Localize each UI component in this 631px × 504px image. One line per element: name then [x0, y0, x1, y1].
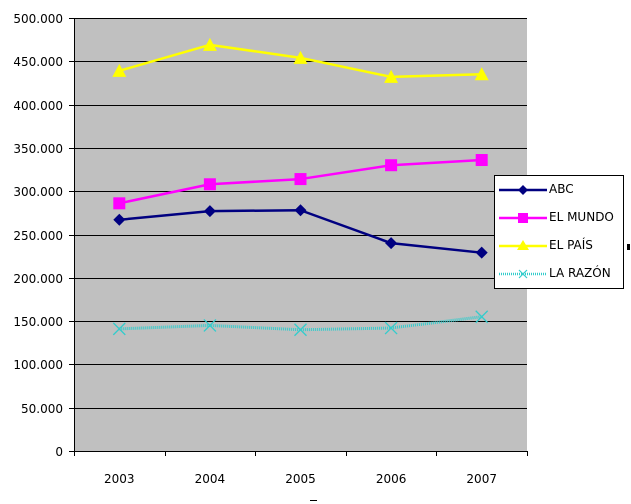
- y-axis-ticks: 0 50.000 100.000 150.000 200.000 250.000 300.0…: [13, 12, 74, 459]
- x-tick-label: 2005: [285, 472, 316, 486]
- legend-label: EL PAÍS: [549, 238, 593, 252]
- series-la-raz-n: [112, 310, 489, 337]
- diamond-marker-icon: [499, 185, 547, 195]
- y-tick-label: 150.000: [13, 315, 63, 329]
- axes: [74, 18, 527, 452]
- x-marker-icon: [499, 269, 547, 279]
- triangle-marker-icon: [499, 240, 547, 250]
- y-tick-label: 300.000: [13, 185, 63, 199]
- series-lines: [112, 37, 489, 337]
- x-tick-label: 2003: [104, 472, 135, 486]
- legend-item-la-razon: LA RAZÓN: [495, 260, 623, 288]
- x-axis-ticks: 2003 2004 2005 2006 2007: [74, 451, 528, 486]
- legend-item-el-pais: EL PAÍS: [495, 232, 623, 260]
- y-tick-label: 0: [55, 445, 63, 459]
- series-el-mundo: [113, 154, 488, 210]
- legend-label: LA RAZÓN: [549, 266, 611, 280]
- legend-item-el-mundo: EL MUNDO: [495, 204, 623, 232]
- x-tick-label: 2004: [195, 472, 226, 486]
- x-tick-label: 2006: [376, 472, 407, 486]
- series-abc: [113, 204, 488, 259]
- y-tick-label: 350.000: [13, 142, 63, 156]
- y-tick-label: 50.000: [21, 402, 63, 416]
- y-tick-label: 400.000: [13, 99, 63, 113]
- x-tick-label: 2007: [466, 472, 497, 486]
- y-tick-label: 100.000: [13, 358, 63, 372]
- y-tick-label: 500.000: [13, 12, 63, 26]
- plot-area: [74, 18, 527, 451]
- y-tick-label: 250.000: [13, 229, 63, 243]
- legend: ABC EL MUNDO EL PAÍS LA RAZÓN: [494, 175, 624, 289]
- series-el-pa-s: [112, 37, 489, 83]
- stray-mark: [310, 500, 317, 501]
- legend-label: EL MUNDO: [549, 210, 614, 224]
- stray-mark: [627, 244, 630, 250]
- square-marker-icon: [499, 213, 547, 223]
- y-tick-label: 450.000: [13, 55, 63, 69]
- legend-item-abc: ABC: [495, 176, 623, 204]
- legend-label: ABC: [549, 182, 574, 196]
- y-tick-label: 200.000: [13, 272, 63, 286]
